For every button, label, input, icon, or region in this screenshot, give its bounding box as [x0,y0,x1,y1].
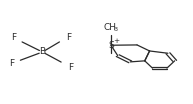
Text: +: + [114,38,120,44]
Text: CH: CH [103,23,117,32]
Text: 3: 3 [114,27,118,32]
Text: F: F [68,63,73,72]
Text: F: F [66,33,71,42]
Text: F: F [11,33,16,42]
Text: F: F [9,59,14,68]
Text: B: B [39,48,46,56]
Text: S: S [108,41,114,50]
